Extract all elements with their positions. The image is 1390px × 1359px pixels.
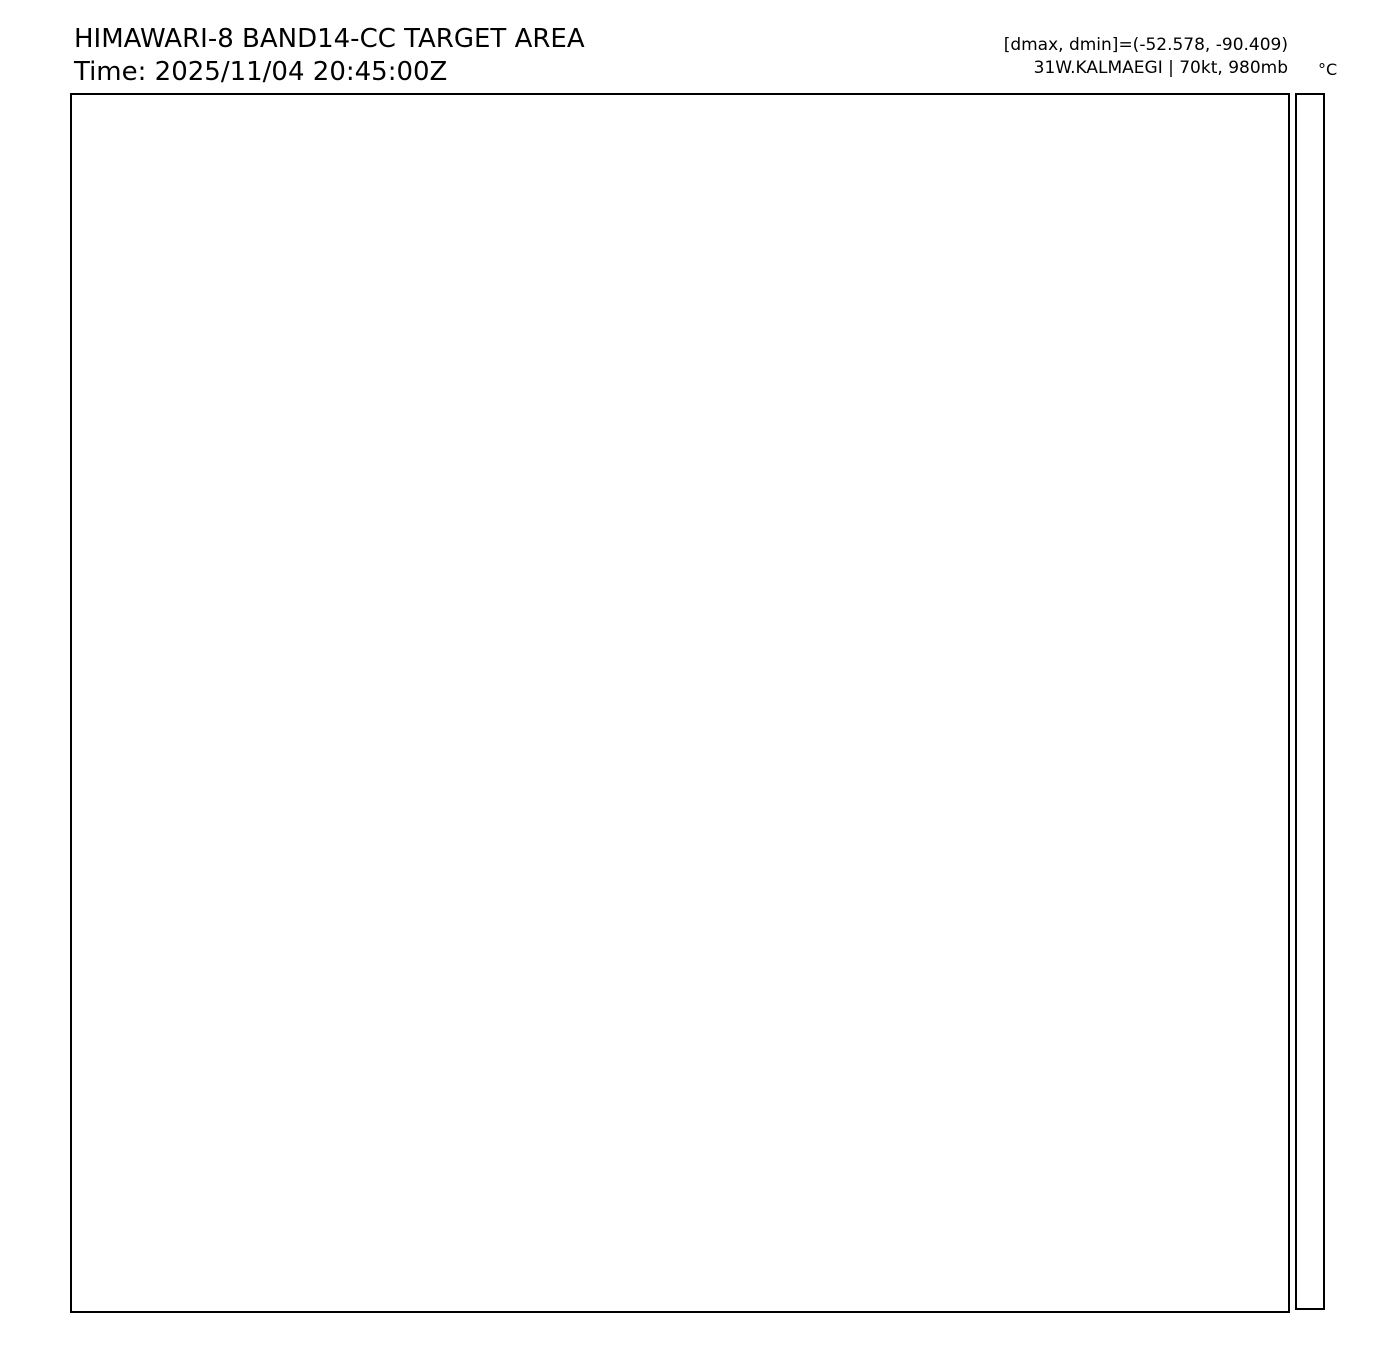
- copyright-watermark: Copyright © 2020-2025 Dapiya: [80, 1274, 478, 1299]
- plot-title: HIMAWARI-8 BAND14-CC TARGET AREA: [74, 24, 585, 54]
- colorbar: [1295, 93, 1325, 1310]
- storm-annotation: 31W.KALMAEGI | 70kt, 980mb: [1033, 58, 1288, 78]
- plot-time: Time: 2025/11/04 20:45:00Z: [74, 57, 448, 87]
- map-panel: [70, 93, 1290, 1313]
- satellite-image: [72, 95, 1288, 1311]
- colorbar-gradient: [1297, 95, 1323, 1308]
- colorbar-unit-label: °C: [1318, 60, 1338, 79]
- dmax-dmin-annotation: [dmax, dmin]=(-52.578, -90.409): [1003, 35, 1288, 55]
